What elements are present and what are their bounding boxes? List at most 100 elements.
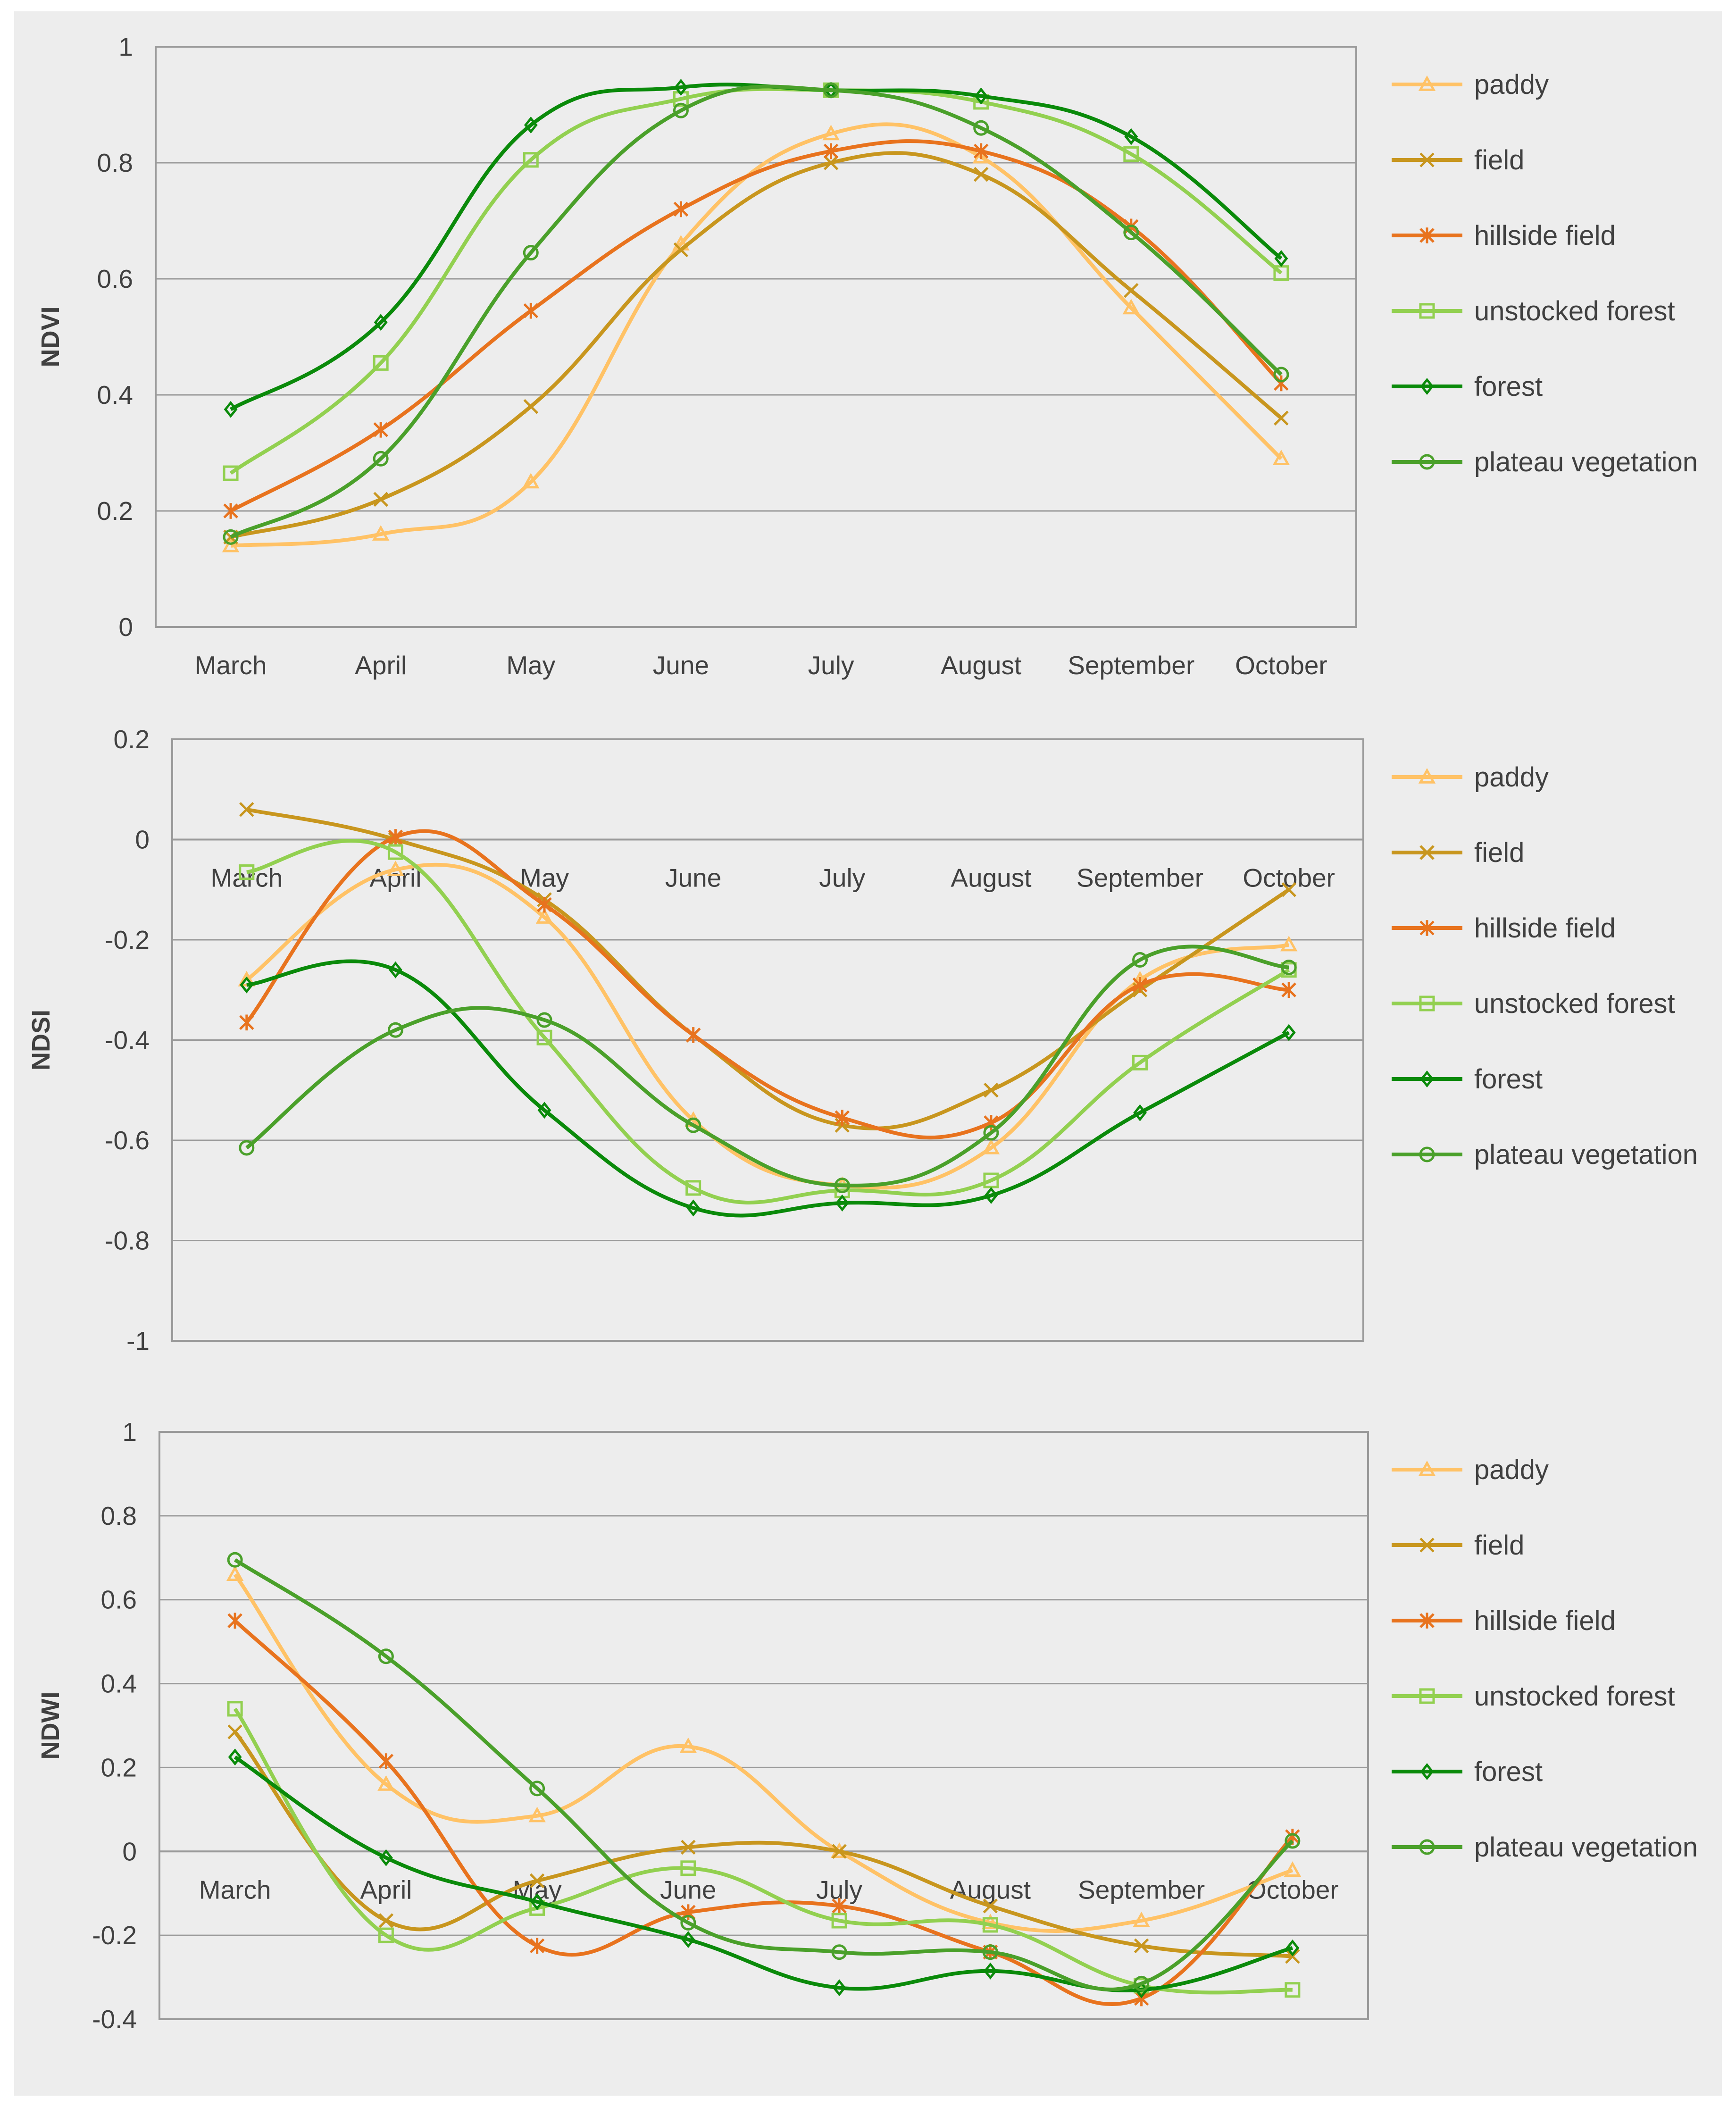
- ndvi-data-point: [1273, 367, 1289, 383]
- ndwi-legend-marker: [1419, 1839, 1435, 1855]
- ndvi-y-axis-label: NDVI: [36, 306, 65, 367]
- ndvi-legend-label: hillside field: [1474, 220, 1616, 251]
- ndsi-data-point: [239, 864, 255, 880]
- ndwi-legend: paddy field hillside field unstocked forest…: [1392, 1455, 1698, 1863]
- ndvi-data-point: [1124, 128, 1138, 145]
- ndvi-data-point: [1122, 299, 1140, 315]
- ndwi-chart-panel: -0.4 -0.2 0 0.2 0.4 0.6 0.8 1 NDWI March April May J…: [14, 1396, 1722, 2096]
- ndsi-data-point: [239, 1014, 254, 1031]
- ndsi-data-point: [984, 1187, 998, 1204]
- ndvi-x-axis: March April May June July August September Octo…: [195, 651, 1327, 680]
- ndsi-data-point: [1280, 936, 1298, 952]
- ndwi-y-tick-label: 1: [122, 1417, 137, 1446]
- ndvi-data-point: [223, 465, 239, 481]
- ndwi-data-point: [226, 1565, 244, 1581]
- ndvi-y-axis: 0 0.2 0.4 0.6 0.8 1: [97, 32, 133, 642]
- ndvi-y-tick-label: 0: [118, 612, 133, 642]
- ndvi-series-plateau-vegetation: [223, 82, 1289, 545]
- ndvi-x-tick-label: September: [1068, 651, 1194, 680]
- ndwi-data-point: [1134, 1938, 1149, 1954]
- ndsi-data-point: [1132, 952, 1148, 968]
- ndwi-data-point: [1285, 1982, 1301, 1998]
- ndvi-legend-marker: [1418, 75, 1436, 91]
- ndvi-plot-area: [155, 46, 1357, 628]
- ndwi-series-plateau-vegetation: [227, 1552, 1301, 1991]
- ndwi-legend-label: field: [1474, 1530, 1524, 1561]
- ndvi-data-point: [1124, 283, 1139, 298]
- ndwi-x-axis: March April May June July August September Octo…: [199, 1875, 1339, 1904]
- ndvi-legend-label: plateau vegetation: [1474, 447, 1698, 477]
- ndwi-series-line: [233, 1573, 1294, 1933]
- ndsi-data-point: [1132, 977, 1148, 993]
- ndwi-y-tick-label: 0.2: [101, 1753, 137, 1782]
- ndwi-data-point: [982, 1917, 998, 1933]
- ndwi-y-axis-label: NDWI: [36, 1692, 65, 1760]
- ndsi-series-line: [246, 959, 1290, 1218]
- ndsi-data-point: [239, 1140, 255, 1156]
- ndwi-x-tick-label: June: [660, 1875, 716, 1904]
- ndsi-data-point: [982, 1138, 1000, 1154]
- ndwi-data-point: [1133, 1911, 1150, 1927]
- ndsi-legend: paddy field hillside field unstocked forest…: [1392, 762, 1698, 1170]
- ndsi-legend-label: forest: [1474, 1064, 1543, 1095]
- ndwi-x-tick-label: October: [1246, 1875, 1339, 1904]
- ndsi-data-point: [984, 1082, 999, 1098]
- ndvi-data-point: [523, 152, 539, 168]
- ndsi-legend-label: unstocked forest: [1474, 988, 1675, 1019]
- ndsi-legend-label: field: [1474, 837, 1524, 868]
- ndwi-data-point: [1285, 1939, 1300, 1956]
- ndwi-data-point: [227, 1724, 242, 1739]
- ndsi-data-point: [536, 1012, 552, 1028]
- ndsi-data-point: [536, 1029, 552, 1045]
- ndsi-x-tick-label: October: [1243, 863, 1335, 893]
- ndvi-data-point: [974, 87, 988, 105]
- ndsi-x-tick-label: September: [1077, 863, 1203, 893]
- ndvi-data-point: [823, 82, 839, 98]
- ndsi-data-point: [1282, 1024, 1296, 1041]
- ndwi-series-paddy: [226, 1565, 1302, 1933]
- ndsi-gridlines: [172, 838, 1363, 1241]
- ndsi-data-point: [1281, 982, 1296, 998]
- ndsi-data-point: [535, 908, 553, 924]
- ndsi-data-point: [685, 1027, 701, 1043]
- ndwi-data-point: [832, 1844, 847, 1859]
- ndsi-y-tick-label: -0.6: [105, 1126, 150, 1155]
- ndvi-data-point: [673, 242, 689, 258]
- ndvi-data-point: [674, 79, 688, 96]
- ndwi-gridlines: [159, 1515, 1368, 1936]
- ndvi-data-point: [223, 503, 238, 519]
- ndsi-data-point: [240, 976, 254, 994]
- ndvi-legend-marker: [1420, 377, 1434, 395]
- ndwi-data-point: [529, 1938, 545, 1954]
- ndsi-data-point: [983, 1125, 999, 1141]
- ndwi-legend-label: unstocked forest: [1474, 1681, 1675, 1712]
- ndwi-legend-marker: [1419, 1538, 1435, 1553]
- ndvi-legend: paddy field hillside field unstocked forest…: [1392, 69, 1698, 477]
- ndsi-series-unstocked-forest: [239, 838, 1297, 1204]
- ndvi-data-point: [822, 125, 840, 141]
- ndwi-legend-item: forest: [1392, 1756, 1543, 1787]
- ndvi-data-point: [1274, 250, 1288, 267]
- ndwi-x-tick-label: March: [199, 1875, 271, 1904]
- ndwi-data-point: [529, 1873, 545, 1889]
- ndwi-data-point: [831, 1913, 847, 1929]
- ndvi-legend-item: plateau vegetation: [1392, 447, 1698, 477]
- ndvi-data-point: [1272, 450, 1290, 465]
- ndwi-data-point: [1135, 1981, 1149, 1998]
- ndvi-data-point: [372, 525, 390, 541]
- ndsi-legend-item: unstocked forest: [1392, 988, 1675, 1019]
- ndvi-data-point: [522, 473, 540, 489]
- ndvi-x-tick-label: June: [653, 651, 709, 680]
- ndvi-legend-item: forest: [1392, 371, 1543, 402]
- ndwi-y-tick-label: -0.4: [92, 2005, 137, 2034]
- ndwi-data-point: [378, 1927, 394, 1943]
- ndvi-chart: 0 0.2 0.4 0.6 0.8 1 NDVI March April May June July A…: [36, 32, 1698, 680]
- ndsi-legend-item: hillside field: [1392, 913, 1616, 944]
- ndvi-series-field: [223, 151, 1289, 545]
- ndvi-series-line: [230, 139, 1283, 513]
- ndwi-x-tick-label: September: [1078, 1875, 1205, 1904]
- ndwi-data-point: [680, 1915, 696, 1931]
- ndvi-data-point: [222, 536, 240, 552]
- ndvi-data-point: [224, 401, 238, 418]
- ndwi-legend-item: field: [1392, 1530, 1524, 1561]
